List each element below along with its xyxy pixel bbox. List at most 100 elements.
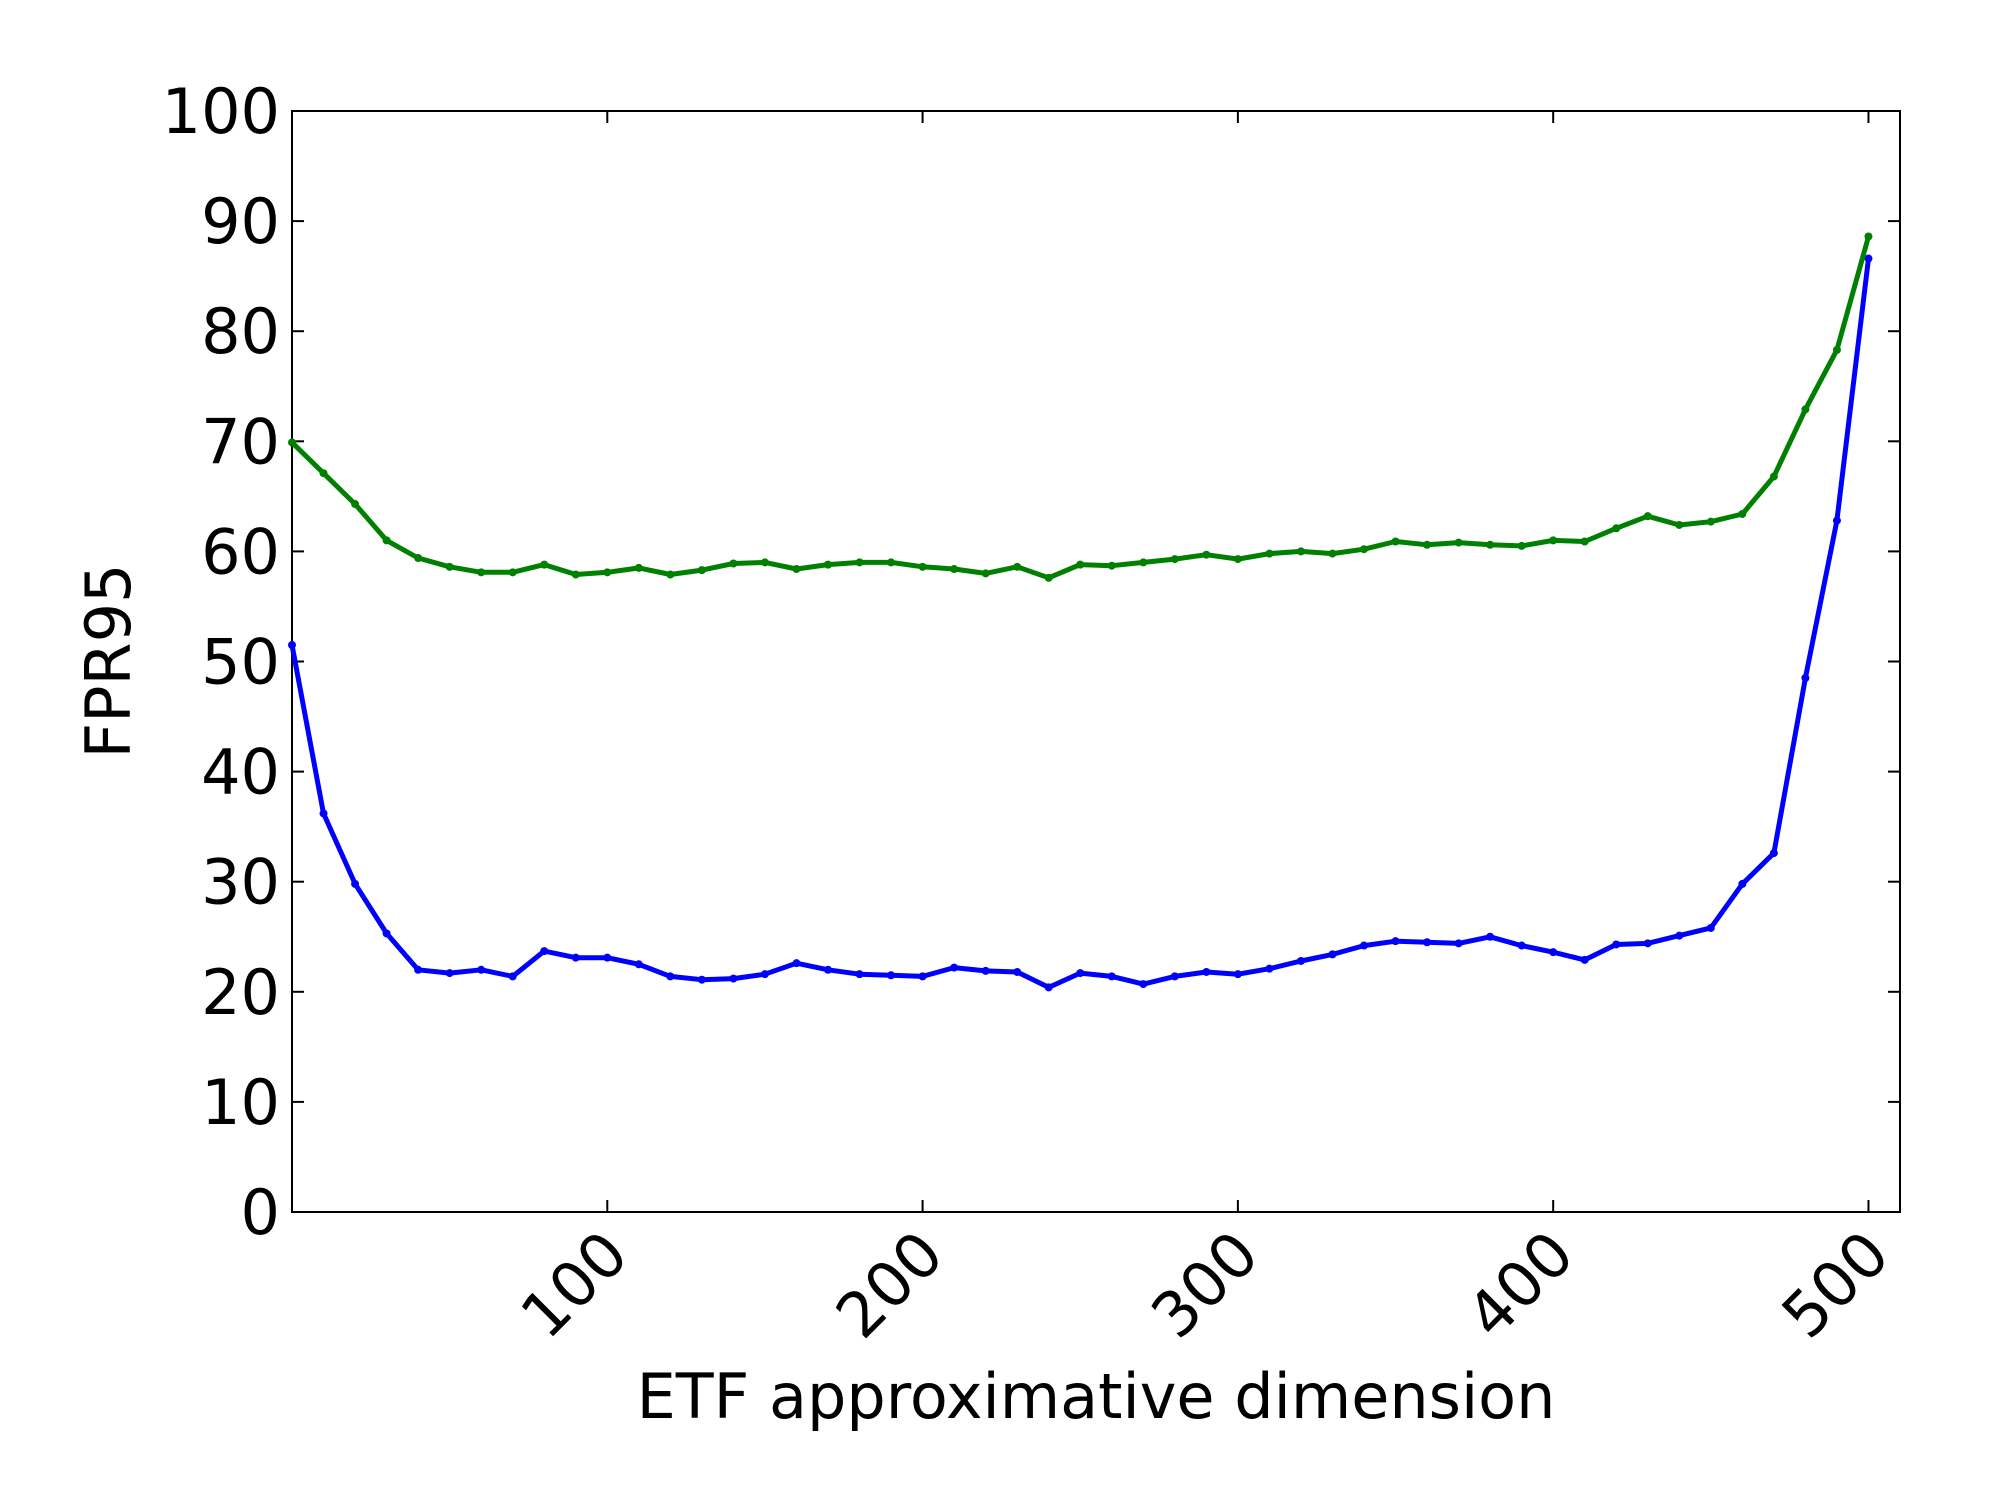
x-tick-label: 100	[507, 1217, 642, 1352]
data-point	[1360, 941, 1368, 950]
x-tick-label: 400	[1452, 1217, 1587, 1352]
data-point	[603, 953, 612, 962]
data-point	[981, 569, 990, 578]
y-tick-label: 100	[162, 75, 280, 148]
data-point	[477, 965, 486, 974]
data-point	[603, 568, 612, 577]
data-point	[1170, 555, 1179, 564]
data-point	[1360, 545, 1368, 554]
data-point	[1328, 549, 1337, 558]
data-point	[1486, 540, 1495, 549]
x-axis-title: ETF approximative dimension	[637, 1360, 1556, 1433]
data-point	[918, 562, 927, 571]
data-point	[1202, 967, 1211, 976]
data-point	[288, 640, 296, 649]
y-axis-title: FPR95	[72, 563, 145, 758]
data-point	[571, 953, 580, 962]
data-point	[729, 974, 738, 983]
data-point	[1706, 517, 1715, 526]
data-point	[1013, 967, 1022, 976]
y-tick-label: 90	[201, 185, 280, 258]
data-point	[1233, 555, 1242, 564]
data-point	[1769, 472, 1778, 481]
x-tick-label: 300	[1137, 1217, 1272, 1352]
data-point	[1643, 939, 1652, 948]
data-point	[792, 959, 801, 968]
data-point	[824, 965, 832, 974]
data-point	[1801, 405, 1810, 414]
data-point	[1864, 254, 1873, 263]
y-tick-label: 30	[201, 846, 280, 919]
data-point	[1296, 547, 1305, 556]
data-point	[1612, 524, 1621, 533]
data-point	[1517, 541, 1526, 550]
data-point	[1580, 955, 1589, 964]
data-point	[1675, 931, 1684, 940]
data-point	[729, 559, 738, 568]
plot-area	[291, 110, 1901, 1213]
data-point	[1044, 573, 1053, 582]
data-point	[1013, 562, 1022, 571]
data-point	[760, 970, 769, 979]
data-point	[1517, 941, 1526, 950]
data-point	[477, 568, 486, 577]
data-point	[1328, 950, 1337, 959]
data-point	[445, 969, 454, 978]
data-point	[571, 570, 580, 579]
data-point	[1549, 536, 1558, 545]
data-point	[1864, 232, 1873, 241]
data-point	[1391, 537, 1400, 546]
data-point	[1769, 849, 1778, 858]
data-point	[319, 469, 328, 478]
data-point	[824, 560, 832, 569]
data-point	[1580, 537, 1589, 546]
data-point	[1454, 939, 1463, 948]
data-point	[1233, 970, 1242, 979]
data-point	[697, 975, 706, 984]
data-point	[382, 536, 391, 545]
data-point	[1643, 512, 1652, 521]
data-point	[1612, 940, 1621, 949]
y-tick-label: 50	[201, 626, 280, 699]
data-point	[1139, 980, 1148, 989]
data-point	[918, 972, 927, 981]
data-point	[319, 809, 328, 818]
data-point	[508, 568, 517, 577]
data-point	[792, 565, 801, 574]
data-point	[981, 966, 990, 975]
data-point	[1107, 561, 1116, 570]
data-point	[1265, 549, 1274, 558]
data-point	[288, 438, 296, 447]
data-point	[540, 947, 549, 956]
data-point	[351, 879, 360, 888]
data-point	[666, 570, 675, 579]
data-point	[382, 929, 391, 938]
data-point	[666, 972, 675, 981]
data-point	[855, 970, 864, 979]
data-point	[414, 965, 423, 974]
data-point	[1738, 879, 1747, 888]
data-point	[1801, 674, 1810, 683]
data-point	[351, 500, 360, 509]
y-axis: 0 10 20 30 40 50 60 70 80 90 100	[162, 75, 1900, 1249]
data-point	[1202, 550, 1211, 559]
data-point	[1107, 972, 1116, 981]
data-point	[1706, 923, 1715, 932]
data-point	[1391, 937, 1400, 946]
data-point	[950, 963, 959, 972]
data-point	[887, 558, 896, 567]
data-point	[634, 563, 643, 572]
data-point	[760, 558, 769, 567]
series-1	[288, 254, 1873, 992]
data-point	[445, 562, 454, 571]
data-point	[1738, 509, 1747, 518]
data-point	[1423, 540, 1432, 549]
data-point	[1832, 345, 1841, 354]
data-point	[950, 565, 959, 574]
y-tick-label: 20	[201, 956, 280, 1029]
data-point	[1044, 983, 1053, 992]
data-point	[414, 554, 423, 563]
data-point	[1486, 932, 1495, 941]
data-point	[1832, 516, 1841, 525]
